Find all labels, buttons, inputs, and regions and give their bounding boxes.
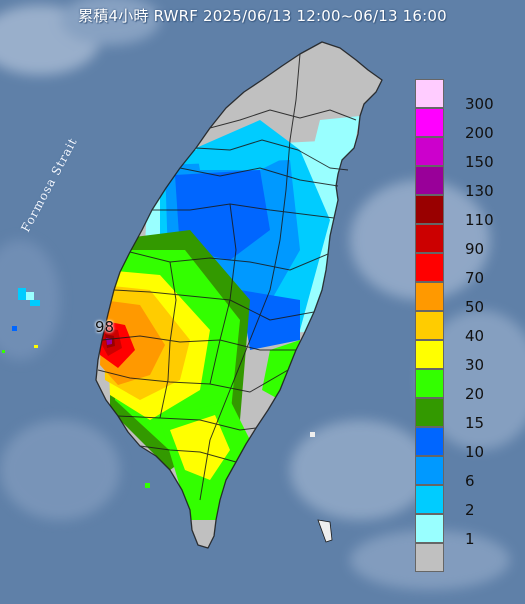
- legend-swatch: [415, 543, 444, 572]
- peak-value-label: 98: [95, 318, 115, 336]
- legend-swatch: [415, 398, 444, 427]
- color-legend: 300 200 150 130 110 90 70 50 40 30 20 15 10 6 2 1: [410, 75, 505, 575]
- legend-swatch: [415, 456, 444, 485]
- legend-label: 2: [465, 501, 475, 519]
- legend-swatch: [415, 311, 444, 340]
- legend-label: 110: [465, 211, 494, 229]
- legend-swatch: [415, 166, 444, 195]
- cloud-cover: [0, 0, 525, 590]
- offshore-islands: [2, 288, 333, 543]
- legend-swatch: [415, 427, 444, 456]
- legend-swatch: [415, 79, 444, 108]
- map-title: 累積4小時 RWRF 2025/06/13 12:00~06/13 16:00: [78, 6, 447, 25]
- legend-swatch: [415, 282, 444, 311]
- legend-swatch: [415, 340, 444, 369]
- admin-boundaries: [95, 41, 383, 549]
- legend-label: 6: [465, 472, 475, 490]
- legend-swatch: [415, 195, 444, 224]
- legend-label: 150: [465, 153, 494, 171]
- legend-label: 300: [465, 95, 494, 113]
- legend-label: 20: [465, 385, 485, 403]
- legend-swatch: [415, 485, 444, 514]
- legend-label: 90: [465, 240, 485, 258]
- rain-zone-south-30: [170, 415, 230, 480]
- legend-label: 1: [465, 530, 475, 548]
- legend-label: 70: [465, 269, 485, 287]
- rain-zone-north-1: [310, 116, 360, 170]
- rain-zone-north-2: [196, 120, 300, 170]
- legend-label: 200: [465, 124, 494, 142]
- legend-label: 30: [465, 356, 485, 374]
- legend-swatch: [415, 253, 444, 282]
- legend-swatch: [415, 514, 444, 543]
- legend-swatch: [415, 108, 444, 137]
- legend-swatch: [415, 137, 444, 166]
- legend-label: 40: [465, 327, 485, 345]
- legend-label: 50: [465, 298, 485, 316]
- rain-zone-10a: [175, 170, 270, 260]
- legend-label: 10: [465, 443, 485, 461]
- legend-label: 15: [465, 414, 485, 432]
- legend-swatch: [415, 224, 444, 253]
- legend-swatch: [415, 369, 444, 398]
- legend-label: 130: [465, 182, 494, 200]
- rainfall-field: [100, 116, 360, 520]
